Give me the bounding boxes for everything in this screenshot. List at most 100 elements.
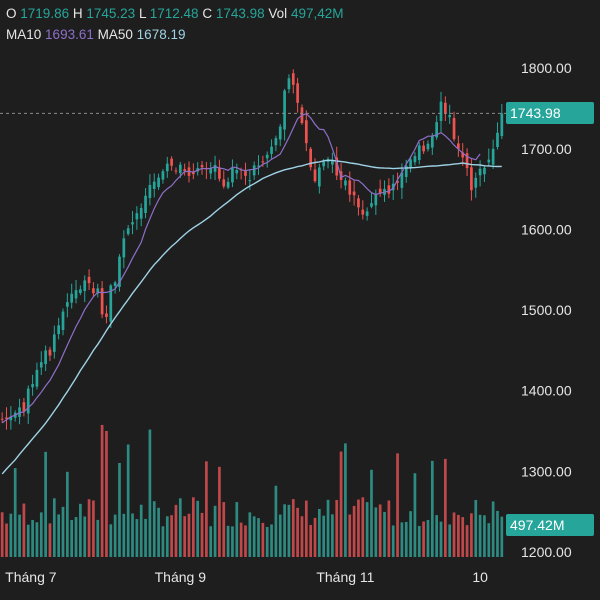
candle-body — [348, 180, 352, 195]
volume-bar — [439, 521, 443, 557]
volume-bar — [165, 516, 169, 557]
volume-bar — [39, 512, 43, 557]
candle-body — [244, 171, 247, 176]
volume-bar — [231, 526, 234, 557]
volume-bar — [183, 516, 187, 557]
volume-label: Vol — [268, 6, 288, 21]
volume-bar — [209, 526, 213, 557]
y-tick-label: 1600.00 — [521, 221, 572, 237]
candle-body — [400, 172, 404, 188]
ma10-line — [1, 113, 481, 424]
candle-body — [257, 165, 260, 167]
volume-bar — [365, 502, 369, 557]
volume-bar — [148, 429, 152, 557]
candle-body — [365, 211, 369, 216]
volume-bar — [74, 517, 78, 557]
volume-bar — [352, 505, 356, 557]
volume-bar — [157, 507, 160, 557]
volume-bar — [322, 515, 326, 557]
volume-bar — [357, 499, 360, 557]
candle-body — [404, 165, 408, 177]
candle-body — [170, 158, 173, 166]
candle-body — [352, 191, 356, 196]
y-axis: 1800.00 1700.00 1600.00 1500.00 1400.00 1300.… — [521, 60, 572, 560]
candle-body — [491, 148, 495, 165]
volume-bar — [339, 451, 343, 557]
volume-bar — [87, 499, 91, 557]
volume-bar — [452, 512, 456, 557]
candle-body — [265, 154, 269, 159]
open-value: 1719.86 — [20, 6, 70, 21]
volume-bar — [313, 517, 317, 557]
ma10-label: MA10 — [6, 27, 42, 42]
volume-bar — [500, 516, 504, 557]
candle-body — [105, 313, 108, 318]
volume-bar — [417, 525, 421, 557]
volume-bar — [391, 525, 395, 557]
candle-body — [126, 228, 130, 235]
x-tick-label: Tháng 11 — [316, 569, 374, 585]
volume-bar — [396, 453, 399, 557]
candle-body — [391, 183, 395, 191]
candle-body — [92, 288, 95, 294]
candle-body — [113, 282, 117, 286]
volume-bar — [317, 508, 321, 557]
candle-body — [500, 113, 504, 137]
volume-bar — [131, 513, 134, 557]
volume-bar — [61, 506, 65, 557]
open-label: O — [6, 6, 17, 21]
volume-bar — [5, 523, 8, 557]
volume-bar — [144, 518, 147, 557]
candle-body — [209, 168, 213, 174]
volume-bar — [96, 519, 100, 557]
candle-body — [478, 168, 482, 176]
volume-bar — [65, 471, 69, 557]
candle-body — [165, 163, 169, 172]
volume-bar — [239, 522, 243, 557]
candle-body — [448, 115, 452, 118]
candle-body — [26, 388, 30, 414]
volume-bar — [435, 515, 439, 557]
volume-bar — [152, 501, 156, 557]
candle-body — [309, 148, 313, 168]
candle-body — [278, 126, 282, 140]
volume-bar — [0, 512, 4, 557]
candle-body — [357, 198, 360, 208]
volume-bar — [426, 520, 430, 557]
low-label: L — [138, 6, 146, 21]
candle-body — [426, 143, 430, 150]
volume-bar — [287, 504, 291, 557]
volume-bar — [248, 512, 252, 557]
ma50-line — [1, 159, 502, 475]
candle-body — [470, 167, 473, 191]
volume-bar — [226, 525, 230, 557]
volume-bar — [465, 525, 469, 557]
candle-body — [222, 179, 226, 187]
y-tick-label: 1300.00 — [521, 463, 572, 479]
candle-body — [148, 184, 152, 199]
candle-body — [296, 83, 299, 103]
volume-bar — [300, 516, 304, 557]
x-tick-label: Tháng 9 — [155, 569, 207, 585]
candle-body — [0, 418, 4, 420]
close-label: C — [202, 6, 213, 21]
volume-bar — [174, 504, 178, 557]
candle-body — [135, 213, 139, 220]
candle-body — [322, 161, 326, 167]
candle-body — [291, 73, 295, 85]
candle-body — [409, 159, 412, 168]
volume-bar — [235, 502, 239, 557]
volume-bar — [22, 503, 26, 557]
volume-bar — [92, 500, 95, 557]
candle-body — [174, 170, 178, 172]
volume-bar — [48, 523, 52, 557]
candle-body — [61, 311, 65, 330]
volume-bar — [18, 514, 21, 557]
ma50-value: 1678.19 — [136, 27, 186, 42]
candle-body — [218, 168, 221, 179]
volume-bar — [404, 521, 408, 557]
volume-bar — [383, 511, 386, 557]
volume-bar — [122, 513, 126, 557]
candle-body — [270, 146, 273, 154]
